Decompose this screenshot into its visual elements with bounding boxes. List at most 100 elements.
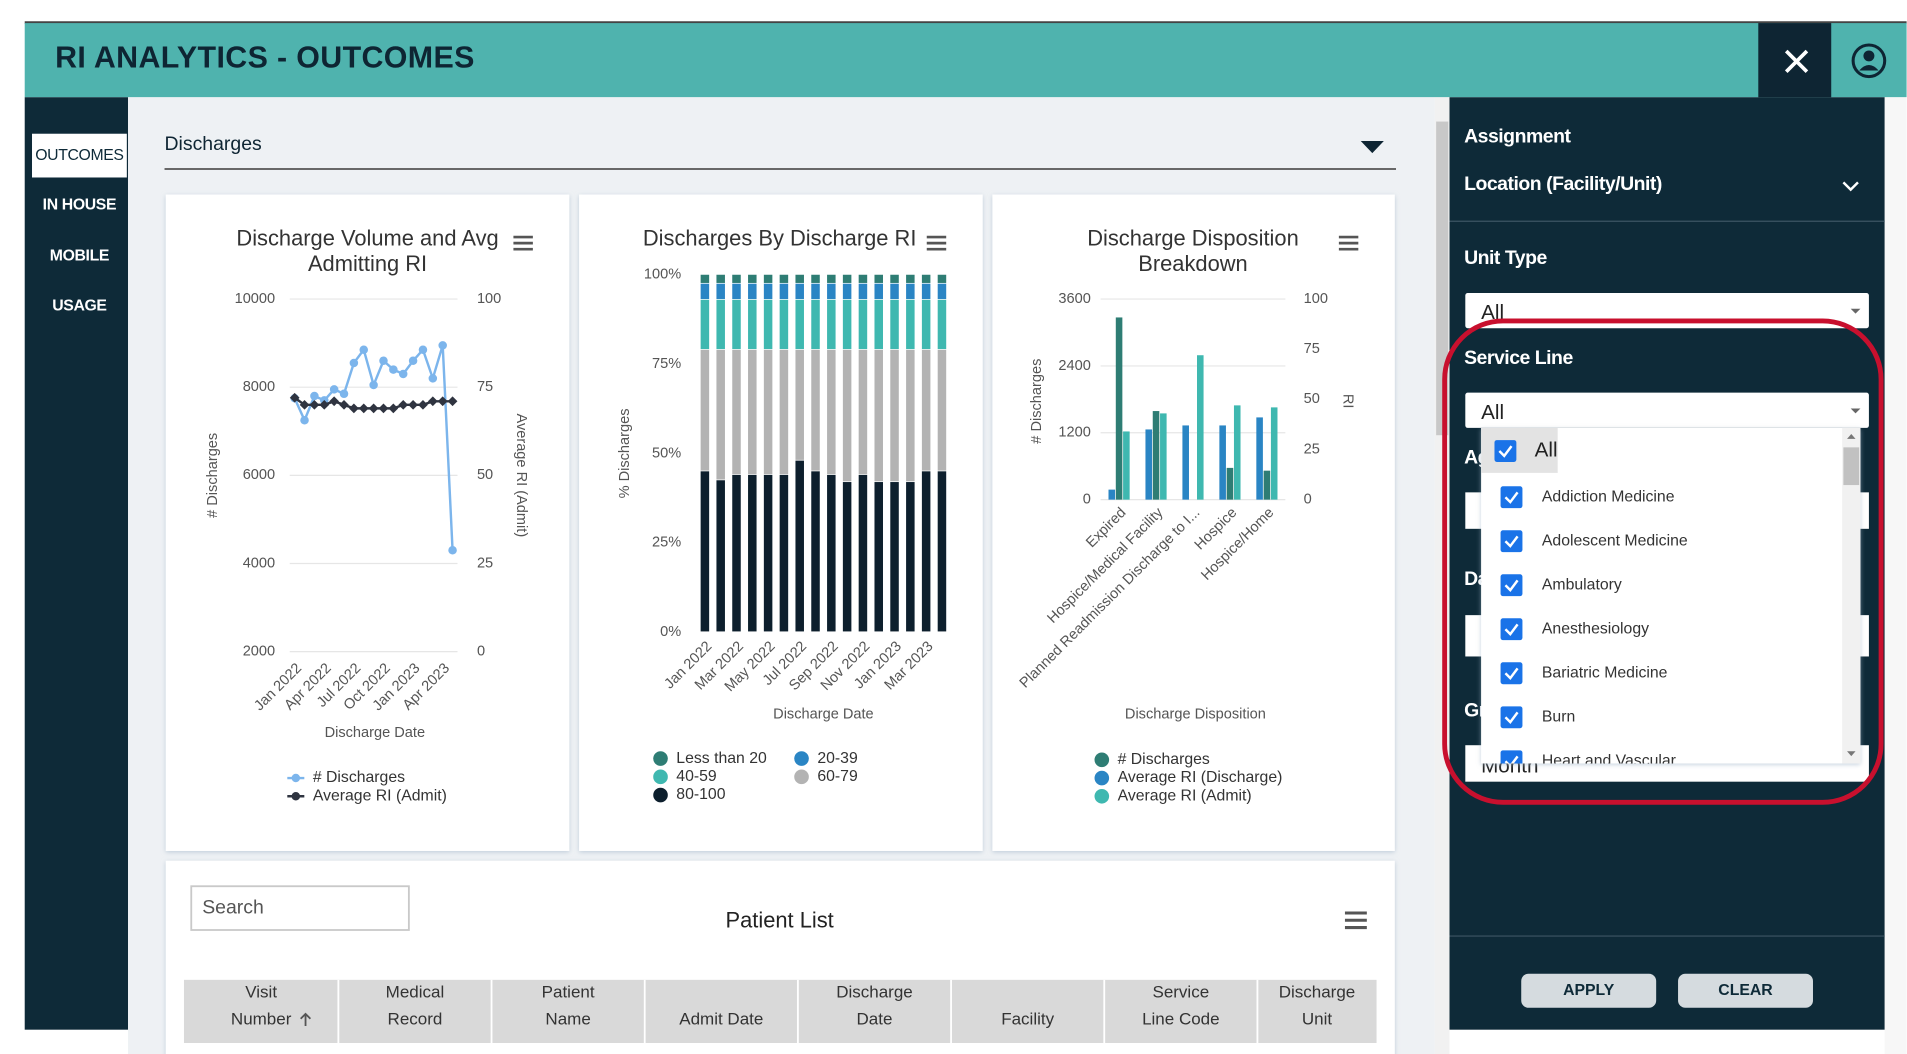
chart: Discharges By Discharge RI 0% 25% 50% 75% 100… — [579, 194, 983, 851]
checkbox[interactable] — [1494, 440, 1517, 462]
checkmark — [1504, 667, 1519, 680]
search-box[interactable] — [190, 885, 410, 931]
bar-segment — [874, 349, 883, 482]
bar-segment — [874, 299, 883, 350]
user-icon[interactable] — [1851, 43, 1887, 79]
bar — [1197, 355, 1204, 500]
column-header[interactable]: Medical — [386, 983, 445, 1002]
table-menu[interactable] — [1344, 911, 1367, 930]
point — [319, 399, 330, 410]
service-line-dropdown[interactable] — [1481, 427, 1861, 764]
legend-label[interactable]: # Discharges — [313, 769, 405, 786]
point — [448, 545, 457, 555]
y2-tick-label: 100 — [1304, 291, 1328, 307]
option-label[interactable]: Bariatric Medicine — [1542, 664, 1668, 681]
column-header[interactable]: Line Code — [1142, 1009, 1220, 1028]
option-label[interactable]: Addiction Medicine — [1542, 488, 1675, 505]
bar-segment — [858, 299, 868, 350]
y-tick-label: 100% — [644, 267, 681, 283]
legend-label[interactable]: Average RI (Admit) — [1118, 787, 1252, 804]
bar-segment — [779, 274, 789, 283]
scroll-thumb[interactable] — [1436, 121, 1449, 436]
header-row — [183, 979, 1377, 1044]
checkbox[interactable] — [1500, 662, 1523, 685]
bar-segment — [906, 349, 915, 482]
checkbox[interactable] — [1500, 750, 1523, 772]
checkbox[interactable] — [1500, 574, 1523, 597]
bar-segment — [890, 299, 899, 350]
checkbox[interactable] — [1500, 618, 1523, 641]
column-header[interactable]: Visit — [245, 983, 277, 1002]
location-filter[interactable]: Location (Facility/Unit) — [1464, 173, 1662, 195]
bar-segment — [795, 460, 804, 632]
column-header[interactable]: Discharge — [836, 983, 913, 1002]
location-chevron[interactable] — [1842, 181, 1859, 192]
y-tick-label: 2000 — [243, 643, 275, 659]
column-header[interactable]: Patient — [542, 983, 595, 1002]
column-header[interactable]: Number — [231, 1009, 292, 1028]
sort-icon[interactable] — [300, 1012, 312, 1027]
bar-segment — [716, 299, 725, 350]
column-header[interactable]: Name — [545, 1009, 590, 1028]
y-axis-title: % Discharges — [617, 408, 633, 498]
legend-label[interactable]: 60-79 — [817, 768, 858, 785]
checkbox[interactable] — [1500, 706, 1523, 729]
column-header[interactable]: Record — [388, 1009, 443, 1028]
bar — [1226, 467, 1234, 500]
chart-menu[interactable] — [926, 235, 947, 251]
bar-segment — [842, 299, 852, 350]
y2-tick-label: 100 — [477, 291, 501, 307]
legend-label[interactable]: 20-39 — [817, 750, 858, 767]
bar-segment — [858, 283, 868, 300]
legend-label[interactable]: # Discharges — [1118, 751, 1210, 768]
option-label[interactable]: Heart and Vascular — [1542, 752, 1676, 769]
legend-label[interactable]: Less than 20 — [676, 750, 767, 767]
legend-label[interactable]: Average RI (Discharge) — [1118, 769, 1283, 786]
nav-item[interactable]: USAGE — [52, 298, 107, 315]
section-select[interactable]: Discharges — [165, 133, 263, 155]
clear-button[interactable] — [1678, 973, 1813, 1008]
option-label[interactable]: Adolescent Medicine — [1542, 532, 1688, 549]
point — [418, 345, 428, 354]
bar-segment — [732, 474, 741, 632]
column-header[interactable]: Service — [1152, 983, 1209, 1002]
y2-tick-label: 50 — [1304, 391, 1320, 407]
apply-button[interactable] — [1521, 973, 1657, 1008]
dropdown-scrollbar[interactable] — [1842, 427, 1861, 764]
section-caret[interactable] — [1360, 141, 1384, 154]
nav-item[interactable]: MOBILE — [50, 248, 110, 265]
bar-segment — [763, 274, 773, 283]
column-header[interactable]: Admit Date — [679, 1009, 763, 1028]
legend-label[interactable]: 40-59 — [676, 768, 717, 785]
service-line-select[interactable] — [1465, 392, 1869, 428]
dropdown-scroll-thumb[interactable] — [1843, 447, 1860, 486]
option-label[interactable]: Burn — [1542, 708, 1575, 725]
nav-item[interactable]: IN HOUSE — [43, 197, 117, 214]
legend-label[interactable]: Average RI (Admit) — [313, 787, 447, 804]
select-caret — [1850, 408, 1861, 414]
checkbox[interactable] — [1500, 530, 1523, 553]
checkbox[interactable] — [1500, 486, 1523, 509]
bar-segment — [795, 299, 804, 350]
option-label[interactable]: Ambulatory — [1542, 576, 1622, 593]
column-header[interactable]: Discharge — [1279, 983, 1356, 1002]
chart-menu[interactable] — [513, 235, 533, 251]
bar-segment — [921, 471, 931, 632]
chart-menu[interactable] — [1338, 235, 1359, 251]
y-tick-label: 6000 — [243, 467, 275, 483]
point — [369, 380, 378, 390]
y2-tick-label: 25 — [1304, 441, 1320, 457]
nav-item[interactable]: OUTCOMES — [35, 147, 124, 164]
bar-segment — [921, 299, 931, 350]
point — [349, 403, 359, 414]
column-header[interactable]: Date — [857, 1009, 893, 1028]
option-label[interactable]: Anesthesiology — [1542, 620, 1649, 637]
y-tick-label: 25% — [652, 535, 681, 551]
y2-tick-label: 25 — [477, 555, 493, 571]
column-header[interactable]: Facility — [1001, 1009, 1054, 1028]
column-header[interactable]: Unit — [1302, 1009, 1333, 1028]
nav-selected[interactable] — [32, 133, 127, 178]
option-label[interactable]: All — [1535, 438, 1558, 461]
legend-label[interactable]: 80-100 — [676, 786, 725, 803]
point — [398, 399, 409, 410]
